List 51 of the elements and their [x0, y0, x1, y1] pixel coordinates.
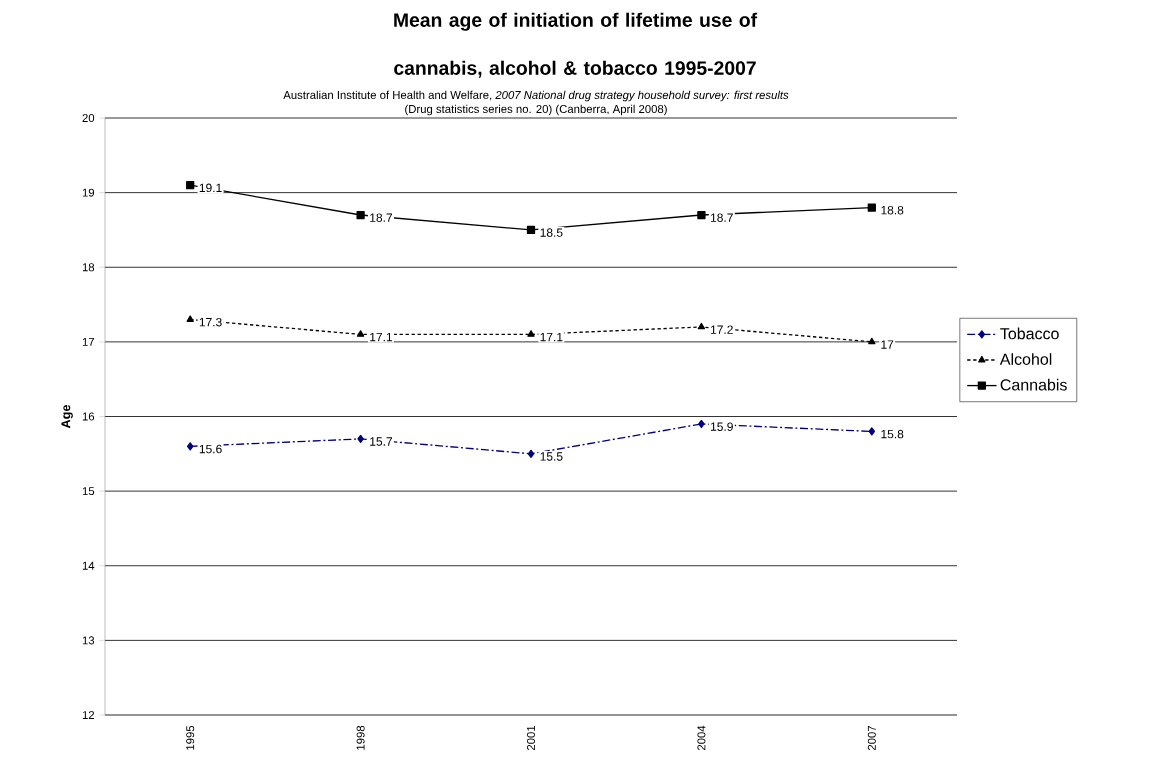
y-tick-label: 19	[82, 188, 95, 197]
point	[697, 210, 706, 220]
y-tick-label: 13	[82, 636, 95, 645]
y-tick-label: 18	[82, 263, 95, 272]
y-tick-label: 12	[82, 711, 95, 719]
data-label: 17.1	[370, 332, 393, 342]
point	[698, 419, 705, 429]
data-label: 19.1	[199, 183, 222, 193]
y-tick-label: 16	[82, 412, 95, 421]
chart-subtitle: Australian Institute of Health and Welfare, 2007 National drug strategy household survey: first results	[283, 90, 789, 102]
point	[697, 322, 706, 330]
point	[527, 449, 535, 458]
legend-label: Tobacco	[1000, 327, 1059, 340]
data-label: 15.7	[370, 437, 393, 446]
legend-label: Cannabis	[1000, 378, 1067, 391]
x-tick-label: 2001	[527, 725, 536, 751]
data-label: 18.5	[540, 228, 563, 237]
data-label: 17.2	[711, 325, 733, 334]
x-tick-label: 2004	[697, 725, 706, 751]
y-axis-title: Age	[61, 404, 73, 429]
data-label: 17	[881, 340, 894, 349]
data-label: 15.8	[881, 429, 904, 439]
point	[357, 434, 364, 444]
point	[867, 203, 876, 212]
y-tick-label: 15	[82, 487, 95, 496]
y-tick-label: 14	[82, 561, 95, 570]
data-label: 17.3	[199, 317, 222, 327]
point	[356, 210, 365, 220]
legend-label: Alcohol	[999, 353, 1052, 365]
data-label: 15.6	[199, 444, 222, 454]
point	[186, 442, 194, 451]
y-tick-label: 20	[82, 114, 95, 123]
data-label: 18.8	[881, 205, 904, 215]
x-tick-label: 1995	[186, 725, 195, 750]
point	[868, 337, 876, 345]
x-tick-label: 2007	[867, 725, 876, 751]
chart-title: Mean age of initiation of lifetime use of cannabis, alcohol & tobacco 1995-2007	[394, 12, 758, 78]
data-label: 18.7	[711, 213, 733, 222]
point	[186, 181, 195, 190]
data-label: 18.7	[370, 213, 393, 222]
point	[526, 225, 536, 235]
data-label: 17.1	[540, 332, 563, 342]
point	[868, 427, 876, 436]
data-label: 15.5	[540, 452, 563, 461]
data-label: 15.9	[711, 422, 733, 431]
point	[356, 330, 365, 337]
point	[186, 315, 194, 322]
point	[527, 330, 535, 337]
y-tick-label: 17	[82, 337, 95, 346]
text: (Drug statistics series no. 20) (Canberra, April 2008)	[405, 104, 667, 116]
x-tick-label: 1998	[356, 725, 365, 750]
